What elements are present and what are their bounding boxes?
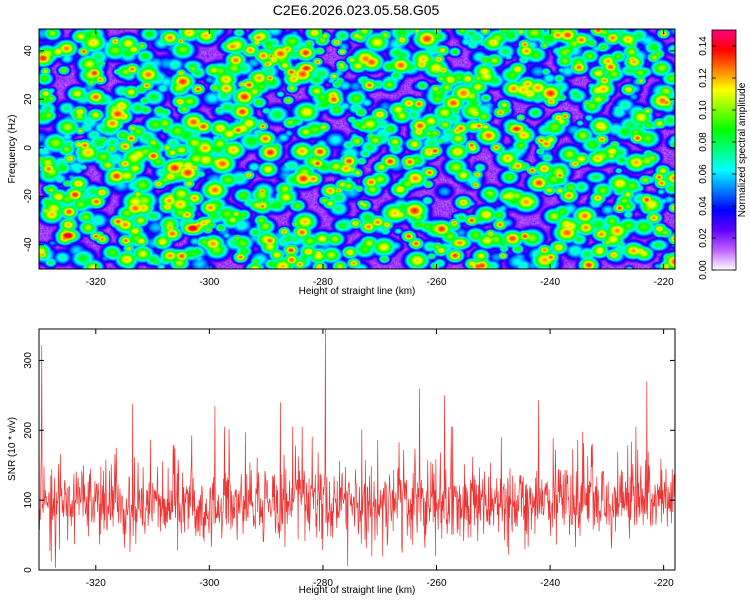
spectrogram-x-tick-label: -240 <box>540 277 560 288</box>
colorbar-tick-label: 0.14 <box>698 36 709 56</box>
figure-title: C2E6.2026.023.05.58.G05 <box>273 2 440 18</box>
snr-series-line <box>38 328 676 568</box>
spectrogram-x-axis-label: Height of straight line (km) <box>299 286 416 297</box>
snr-x-tick-label: -280 <box>313 578 333 589</box>
snr-y-tick-label: 200 <box>23 422 34 439</box>
spectrogram-y-tick-label: 20 <box>23 93 34 105</box>
snr-y-tick-label: 100 <box>23 491 34 508</box>
colorbar: 0.00 0.02 0.04 0.06 0.08 0.10 0.12 0.14 Normali… <box>698 29 748 280</box>
spectrogram-x-tick-label: -320 <box>86 277 106 288</box>
colorbar-gradient <box>711 29 737 271</box>
spectrogram-y-tick-label: 40 <box>23 45 34 57</box>
snr-x-tick-label: -260 <box>426 578 446 589</box>
colorbar-tick-label: 0.04 <box>698 196 709 216</box>
snr-x-tick-label: -240 <box>540 578 560 589</box>
colorbar-tick-label: 0.12 <box>698 68 709 88</box>
snr-x-tick-label: -320 <box>86 578 106 589</box>
colorbar-label: Normalized spectral amplitude <box>737 82 748 217</box>
spectrogram-frame <box>38 28 676 270</box>
spectrogram-panel: -320 -300 -280 -260 -240 -220 -40 -20 0 20 40 Hei… <box>7 28 676 297</box>
colorbar-tick-label: 0.06 <box>698 164 709 184</box>
spectrogram-x-tick-label: -300 <box>199 277 219 288</box>
spectrogram-y-tick-label: -20 <box>23 189 34 204</box>
snr-y-axis-label: SNR (10 * v/v) <box>7 417 18 481</box>
colorbar-tick-label: 0.02 <box>698 228 709 248</box>
snr-y-tick-label: 300 <box>23 352 34 369</box>
colorbar-tick-label: 0.10 <box>698 100 709 120</box>
snr-y-tick-label: 0 <box>23 567 34 573</box>
snr-panel: -320 -300 -280 -260 -240 -220 0 100 200 300 Heig… <box>7 328 676 596</box>
spectrogram-y-tick-label: 0 <box>23 145 34 151</box>
spectrogram-x-tick-label: -280 <box>313 277 333 288</box>
spectrogram-heatmap <box>39 29 675 269</box>
spectrogram-x-tick-label: -220 <box>654 277 674 288</box>
snr-x-tick-label: -220 <box>654 578 674 589</box>
snr-x-tick-label: -300 <box>199 578 219 589</box>
spectrogram-y-tick-label: -40 <box>23 237 34 252</box>
colorbar-tick-label: 0.00 <box>698 260 709 280</box>
snr-x-axis-label: Height of straight line (km) <box>299 585 416 596</box>
spectrogram-y-axis-label: Frequency (Hz) <box>7 115 18 184</box>
colorbar-tick-label: 0.08 <box>698 132 709 152</box>
spectrogram-x-tick-label: -260 <box>426 277 446 288</box>
snr-frame <box>38 328 676 571</box>
